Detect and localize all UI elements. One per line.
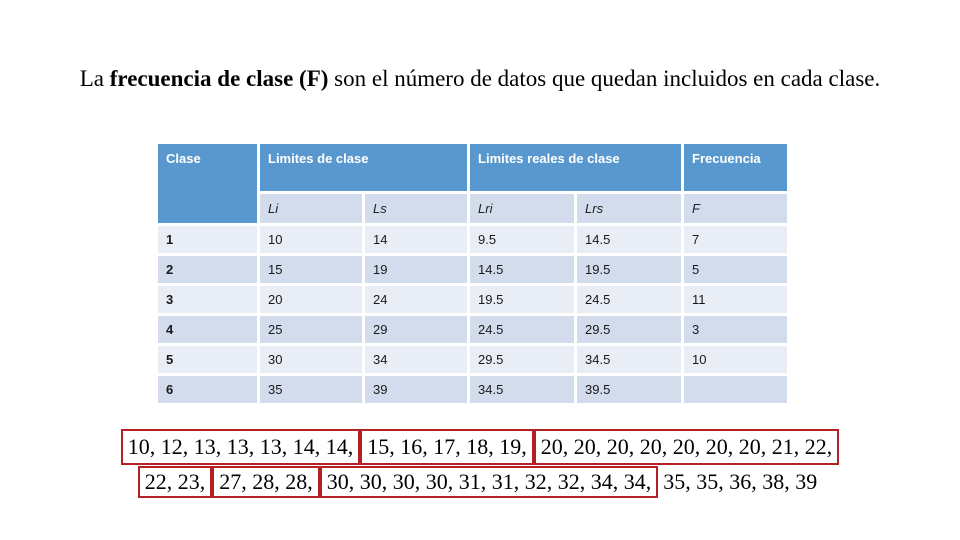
cell-li: 10 xyxy=(257,223,365,256)
cell-clase: 3 xyxy=(155,283,260,316)
frequency-table-container: Clase Limites de clase Limites reales de… xyxy=(155,141,791,406)
data-group-class3-box: 20, 20, 20, 20, 20, 20, 20, 21, 22, xyxy=(533,429,840,465)
header-limites-de-clase: Limites de clase xyxy=(256,141,471,194)
cell-lrs: 39.5 xyxy=(574,373,685,406)
table-row: 1 10 14 9.5 14.5 7 xyxy=(155,223,791,256)
table-row: 5 30 34 29.5 34.5 10 xyxy=(155,343,791,376)
cell-lri: 29.5 xyxy=(467,343,578,376)
table-row: 3 20 24 19.5 24.5 11 xyxy=(155,283,791,316)
cell-li: 30 xyxy=(257,343,365,376)
frequency-table: Clase Limites de clase Limites reales de… xyxy=(155,141,791,406)
cell-clase: 1 xyxy=(155,223,260,256)
subheader-lri: Lri xyxy=(467,191,578,226)
cell-f: 3 xyxy=(681,313,791,346)
cell-li: 35 xyxy=(257,373,365,406)
data-line-2: 22, 23, 27, 28, 28, 30, 30, 30, 30, 31, … xyxy=(0,466,960,498)
header-clase: Clase xyxy=(155,141,260,226)
cell-lrs: 34.5 xyxy=(574,343,685,376)
cell-lrs: 19.5 xyxy=(574,253,685,286)
cell-lri: 9.5 xyxy=(467,223,578,256)
raw-data-list: 10, 12, 13, 13, 13, 14, 14, 15, 16, 17, … xyxy=(0,429,960,498)
cell-f: 5 xyxy=(681,253,791,286)
subheader-lrs: Lrs xyxy=(574,191,685,226)
table-header-row: Clase Limites de clase Limites reales de… xyxy=(155,141,791,226)
cell-ls: 29 xyxy=(361,313,471,346)
cell-f xyxy=(681,373,791,406)
cell-clase: 5 xyxy=(155,343,260,376)
cell-clase: 2 xyxy=(155,253,260,286)
cell-lri: 14.5 xyxy=(467,253,578,286)
cell-f: 11 xyxy=(681,283,791,316)
data-group-class5-box: 30, 30, 30, 30, 31, 31, 32, 32, 34, 34, xyxy=(319,466,659,498)
cell-lri: 24.5 xyxy=(467,313,578,346)
cell-li: 20 xyxy=(257,283,365,316)
cell-ls: 24 xyxy=(361,283,471,316)
table-row: 6 35 39 34.5 39.5 xyxy=(155,373,791,406)
slide-title: La frecuencia de clase (F) son el número… xyxy=(60,62,900,95)
cell-f: 10 xyxy=(681,343,791,376)
cell-f: 7 xyxy=(681,223,791,256)
cell-ls: 14 xyxy=(361,223,471,256)
subheader-li: Li xyxy=(257,191,365,226)
header-frecuencia: Frecuencia xyxy=(681,141,791,194)
table-row: 2 15 19 14.5 19.5 5 xyxy=(155,253,791,286)
cell-li: 25 xyxy=(257,313,365,346)
data-line-1: 10, 12, 13, 13, 13, 14, 14, 15, 16, 17, … xyxy=(0,429,960,465)
title-rest: son el número de datos que quedan inclui… xyxy=(328,66,881,91)
subheader-ls: Ls xyxy=(361,191,471,226)
data-group-class3-continued-box: 22, 23, xyxy=(137,466,213,498)
header-limites-reales: Limites reales de clase xyxy=(467,141,685,194)
cell-lrs: 14.5 xyxy=(574,223,685,256)
cell-lri: 19.5 xyxy=(467,283,578,316)
table-subheader-row: Li Ls Lri Lrs F xyxy=(157,191,791,226)
cell-li: 15 xyxy=(257,253,365,286)
cell-lrs: 29.5 xyxy=(574,313,685,346)
data-group-class2-box: 15, 16, 17, 18, 19, xyxy=(360,429,534,465)
data-group-class6-unboxed: 35, 35, 36, 38, 39 xyxy=(663,469,818,494)
cell-lrs: 24.5 xyxy=(574,283,685,316)
cell-lri: 34.5 xyxy=(467,373,578,406)
cell-ls: 39 xyxy=(361,373,471,406)
title-bold-term: frecuencia de clase (F) xyxy=(109,66,329,91)
data-group-class1-box: 10, 12, 13, 13, 13, 14, 14, xyxy=(120,429,361,465)
subheader-f: F xyxy=(681,191,791,226)
cell-ls: 19 xyxy=(361,253,471,286)
data-group-class4-box: 27, 28, 28, xyxy=(212,466,320,498)
cell-ls: 34 xyxy=(361,343,471,376)
table-row: 4 25 29 24.5 29.5 3 xyxy=(155,313,791,346)
title-prefix: La xyxy=(79,66,110,91)
cell-clase: 4 xyxy=(155,313,260,346)
cell-clase: 6 xyxy=(155,373,260,406)
